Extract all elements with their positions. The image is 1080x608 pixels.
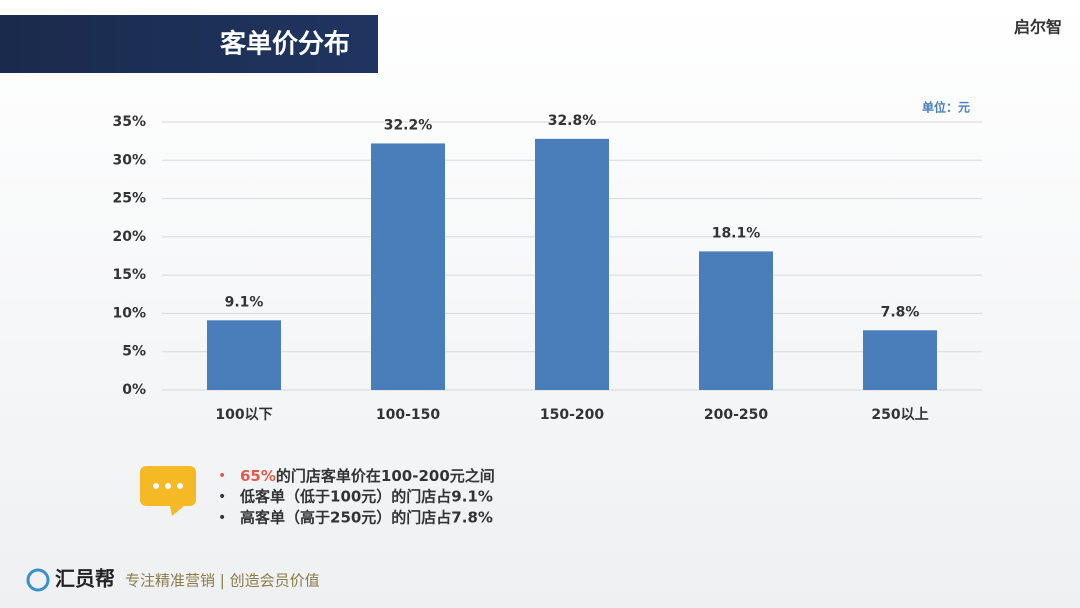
logo: 启尔智 (1014, 18, 1062, 37)
note-text: 的门店客单价在100-200元之间 (276, 467, 495, 485)
y-tick-label: 10% (112, 305, 146, 321)
value-label: 9.1% (225, 294, 264, 310)
note-highlight: 65% (240, 467, 276, 485)
note-icon-tail (170, 506, 184, 516)
bullet: • (218, 510, 226, 526)
x-tick-label: 100-150 (376, 407, 441, 423)
slide-title: 客单价分布 (220, 29, 350, 60)
x-tick-label: 250以上 (871, 407, 928, 423)
header-banner (0, 15, 378, 73)
bullet: • (218, 468, 226, 484)
bar (863, 330, 937, 390)
y-tick-label: 15% (112, 267, 146, 283)
y-tick-label: 25% (112, 191, 146, 207)
footer-slogan: 专注精准营销 | 创造会员价值 (125, 572, 320, 590)
plot: 0% 5% 10% 15% 20% 25% 30% 35% 100以下 9.1% 100-150 32… (112, 113, 982, 423)
value-label: 7.8% (881, 304, 920, 320)
bullet: • (218, 489, 226, 505)
note: 高客单（高于250元）的门店占7.8% (240, 509, 493, 527)
value-label: 32.8% (548, 113, 597, 129)
value-label: 32.2% (384, 117, 433, 133)
unit-label: 单位：元 (922, 100, 970, 115)
y-tick-label: 0% (122, 382, 146, 398)
icon-dot (165, 483, 171, 489)
x-tick-label: 150-200 (540, 407, 605, 423)
footer-logo-icon (26, 568, 50, 592)
y-tick-label: 35% (112, 114, 146, 130)
note: 低客单（低于100元）的门店占9.1% (239, 488, 493, 506)
icon-dot (153, 483, 159, 489)
icon-dot (177, 483, 183, 489)
y-tick-label: 30% (112, 152, 146, 168)
x-tick-label: 200-250 (704, 407, 769, 423)
y-tick-label: 5% (122, 344, 146, 360)
bar (699, 251, 773, 390)
footer-brand: 汇员帮 (55, 567, 115, 591)
note: 65%的门店客单价在100-200元之间 (240, 467, 495, 485)
bar (371, 143, 445, 390)
y-tick-label: 20% (112, 229, 146, 245)
bar (535, 138, 609, 390)
x-tick-label: 100以下 (215, 407, 272, 423)
value-label: 18.1% (712, 225, 761, 241)
bar (207, 320, 281, 390)
